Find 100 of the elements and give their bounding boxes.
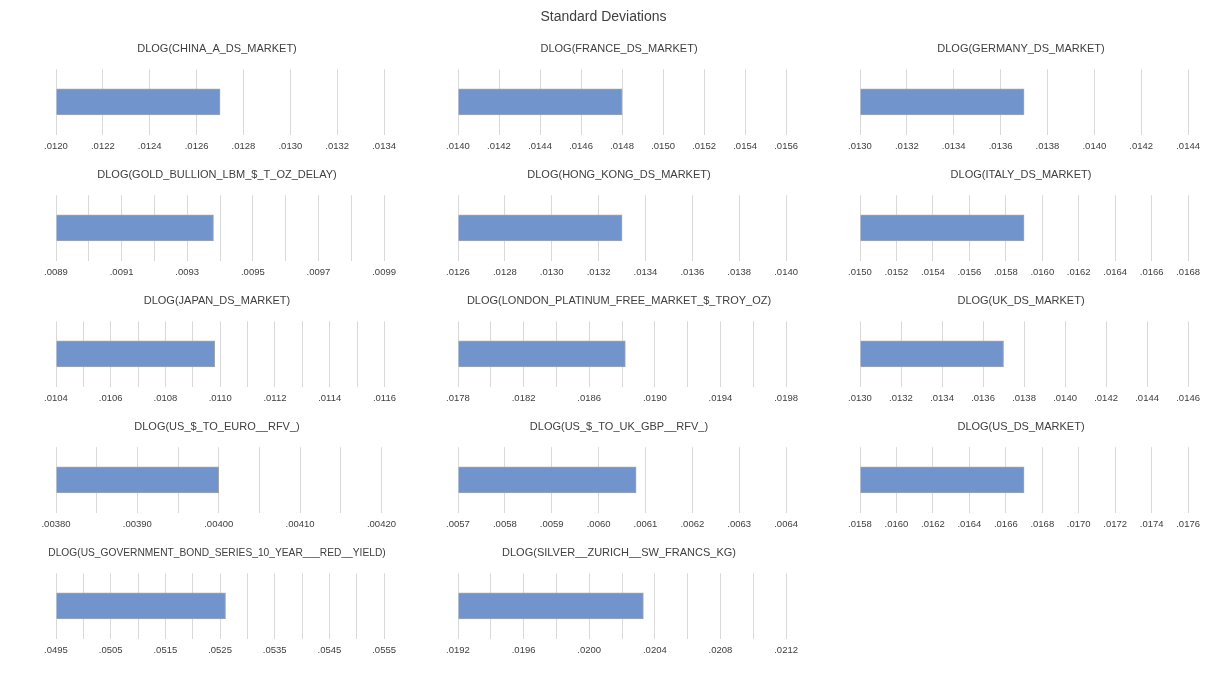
x-tick-label: .0200 — [577, 643, 602, 655]
x-tick-label: .0168 — [1176, 265, 1200, 277]
x-tick-label: .0097 — [306, 265, 331, 277]
x-tick-label: .0158 — [848, 517, 872, 529]
x-tick-label: .0166 — [1139, 265, 1164, 277]
x-tick-label: .0152 — [692, 139, 716, 151]
x-tick-label: .0093 — [175, 265, 200, 277]
x-tick-label: .0140 — [1082, 139, 1107, 151]
x-tick-label: .0156 — [774, 139, 798, 151]
x-tick-label: .0063 — [727, 517, 752, 529]
x-tick-label: .0110 — [208, 391, 232, 403]
x-tick-label: .0176 — [1176, 517, 1200, 529]
x-tick-label: .0144 — [1135, 391, 1159, 403]
x-tick-label: .0168 — [1030, 517, 1055, 529]
x-tick-label: .0174 — [1139, 517, 1164, 529]
x-tick-label: .0134 — [941, 139, 966, 151]
x-tick-label: .0142 — [1094, 391, 1118, 403]
x-tick-label: .0190 — [642, 391, 667, 403]
x-tick-label: .0130 — [539, 265, 564, 277]
text: Standard Deviations — [539, 8, 668, 24]
x-tick-label: .0142 — [487, 139, 511, 151]
x-tick-label: .0058 — [492, 517, 517, 529]
x-tick-label: .0136 — [680, 265, 705, 277]
x-tick-label: .00390 — [122, 517, 152, 529]
chart-title: DLOG(US_GOVERNMENT_BOND_SERIES_10_YEAR___RED__YIELD) — [48, 545, 386, 558]
x-tick-label: .0555 — [372, 643, 396, 655]
x-tick-label: .00400 — [204, 517, 234, 529]
x-tick-label: .0186 — [577, 391, 602, 403]
chart-title: DLOG(CHINA_A_DS_MARKET) — [137, 41, 297, 54]
x-tick-label: .0146 — [1176, 391, 1200, 403]
x-tick-label: .0134 — [930, 391, 954, 403]
chart-title: DLOG(LONDON_PLATINUM_FREE_MARKET_$_TROY_OZ) — [466, 293, 772, 306]
x-tick-label: .0132 — [325, 139, 350, 151]
x-tick-label: .0138 — [1012, 391, 1036, 403]
chart-title: DLOG(GERMANY_DS_MARKET) — [937, 41, 1105, 54]
x-tick-label: .0089 — [44, 265, 68, 277]
x-tick-label: .00410 — [285, 517, 315, 529]
x-tick-label: .0164 — [957, 517, 982, 529]
x-tick-label: .0154 — [921, 265, 945, 277]
x-tick-label: .0130 — [278, 139, 303, 151]
x-tick-label: .0057 — [446, 517, 470, 529]
x-tick-label: .0162 — [921, 517, 945, 529]
x-tick-label: .0196 — [511, 643, 536, 655]
x-tick-label: .00380 — [41, 517, 71, 529]
x-tick-label: .0059 — [539, 517, 564, 529]
chart-title: DLOG(UK_DS_MARKET) — [957, 293, 1085, 306]
x-tick-label: .0138 — [727, 265, 752, 277]
x-tick-label: .0140 — [1053, 391, 1077, 403]
chart-title: DLOG(JAPAN_DS_MARKET) — [143, 293, 291, 306]
x-tick-label: .0136 — [971, 391, 995, 403]
x-tick-label: .0099 — [372, 265, 396, 277]
x-tick-label: .0106 — [98, 391, 123, 403]
x-tick-label: .0104 — [44, 391, 68, 403]
x-tick-label: .0150 — [848, 265, 872, 277]
x-tick-label: .0114 — [318, 391, 342, 403]
chart-title: DLOG(SILVER__ZURICH__SW_FRANCS_KG) — [502, 545, 736, 558]
chart-title: DLOG(GOLD_BULLION_LBM_$_T_OZ_DELAY) — [97, 167, 337, 180]
x-tick-label: .0535 — [262, 643, 287, 655]
chart-title: DLOG(US_$_TO_UK_GBP__RFV_) — [529, 419, 709, 432]
x-tick-label: .0132 — [586, 265, 611, 277]
x-tick-label: .0515 — [153, 643, 178, 655]
x-tick-label: .0128 — [231, 139, 256, 151]
x-tick-label: .0140 — [774, 265, 798, 277]
x-tick-label: .0091 — [109, 265, 134, 277]
x-tick-label: .0132 — [894, 139, 919, 151]
x-tick-label: .0124 — [137, 139, 162, 151]
x-tick-label: .0132 — [889, 391, 913, 403]
x-tick-label: .0130 — [848, 139, 872, 151]
x-tick-label: .0160 — [884, 517, 909, 529]
x-tick-label: .0505 — [98, 643, 123, 655]
x-tick-label: .0152 — [884, 265, 909, 277]
x-tick-label: .0142 — [1129, 139, 1154, 151]
x-tick-label: .0144 — [1176, 139, 1200, 151]
x-tick-label: .0126 — [184, 139, 209, 151]
x-tick-label: .0136 — [988, 139, 1013, 151]
x-tick-label: .0064 — [774, 517, 798, 529]
chart-title: DLOG(US_DS_MARKET) — [957, 419, 1085, 432]
x-tick-label: .0160 — [1030, 265, 1055, 277]
chart-title: DLOG(ITALY_DS_MARKET) — [950, 167, 1092, 180]
x-tick-label: .0126 — [446, 265, 470, 277]
x-tick-label: .0194 — [708, 391, 733, 403]
x-tick-label: .0170 — [1066, 517, 1091, 529]
x-tick-label: .0166 — [993, 517, 1018, 529]
x-tick-label: .00420 — [366, 517, 396, 529]
x-tick-label: .0134 — [633, 265, 658, 277]
x-tick-label: .0112 — [263, 391, 287, 403]
x-tick-label: .0062 — [680, 517, 705, 529]
x-tick-label: .0061 — [633, 517, 658, 529]
x-tick-label: .0525 — [208, 643, 232, 655]
x-tick-label: .0095 — [240, 265, 265, 277]
x-tick-label: .0158 — [993, 265, 1018, 277]
x-tick-label: .0182 — [511, 391, 536, 403]
x-tick-label: .0545 — [317, 643, 342, 655]
x-tick-label: .0130 — [848, 391, 872, 403]
x-tick-label: .0146 — [569, 139, 593, 151]
x-tick-label: .0120 — [44, 139, 68, 151]
x-tick-label: .0162 — [1066, 265, 1091, 277]
chart-title: DLOG(US_$_TO_EURO__RFV_) — [134, 419, 300, 432]
x-tick-label: .0128 — [492, 265, 517, 277]
x-tick-label: .0148 — [610, 139, 634, 151]
